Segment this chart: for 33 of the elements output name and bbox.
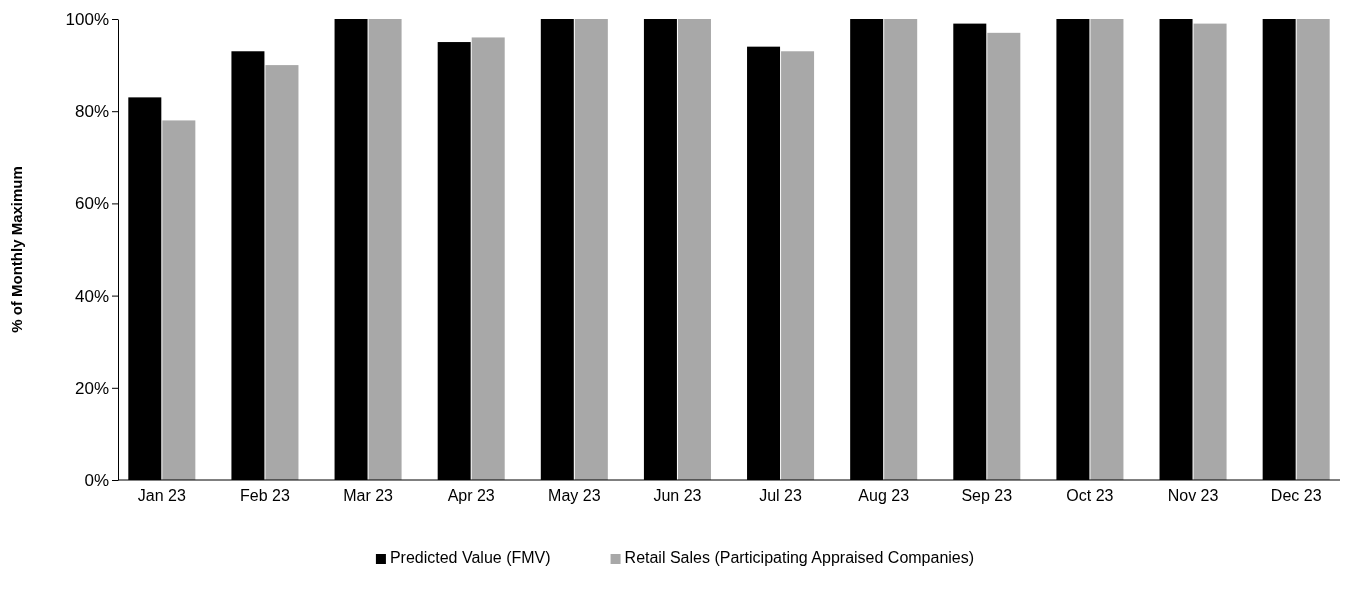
x-tick-label: Nov 23 xyxy=(1167,487,1219,505)
legend-label: Predicted Value (FMV) xyxy=(389,549,551,566)
bar xyxy=(265,65,299,480)
bar xyxy=(884,19,918,480)
x-tick-label: Apr 23 xyxy=(447,487,495,505)
x-tick-label: May 23 xyxy=(548,487,601,505)
x-tick-label: Oct 23 xyxy=(1066,487,1114,505)
bar xyxy=(781,51,815,480)
bar xyxy=(1296,19,1330,480)
bar xyxy=(677,19,711,480)
y-axis-title: % of Monthly Maximum xyxy=(8,166,25,333)
x-tick-label: Jul 23 xyxy=(759,487,803,505)
bar xyxy=(162,120,196,480)
bar xyxy=(1090,19,1124,480)
x-tick-label: Feb 23 xyxy=(240,487,290,505)
bar xyxy=(987,32,1021,480)
y-tick-label: 40% xyxy=(74,286,109,306)
x-tick-label: Jun 23 xyxy=(653,487,702,505)
bar xyxy=(574,19,608,480)
x-tick-label: Jan 23 xyxy=(137,487,186,505)
bar xyxy=(1193,23,1227,480)
y-tick-label: 20% xyxy=(74,378,109,398)
bar xyxy=(471,37,505,480)
x-tick-label: Mar 23 xyxy=(343,487,394,505)
y-tick-label: 80% xyxy=(74,102,109,122)
x-tick-label: Sep 23 xyxy=(961,487,1013,505)
legend-label: Retail Sales (Participating Appraised Companies) xyxy=(624,549,975,566)
bar xyxy=(368,19,402,480)
x-tick-label: Aug 23 xyxy=(858,487,910,505)
y-tick-label: 0% xyxy=(84,470,109,490)
y-tick-label: 100% xyxy=(65,9,109,29)
x-tick-label: Dec 23 xyxy=(1270,487,1322,505)
y-tick-label: 60% xyxy=(74,194,109,214)
